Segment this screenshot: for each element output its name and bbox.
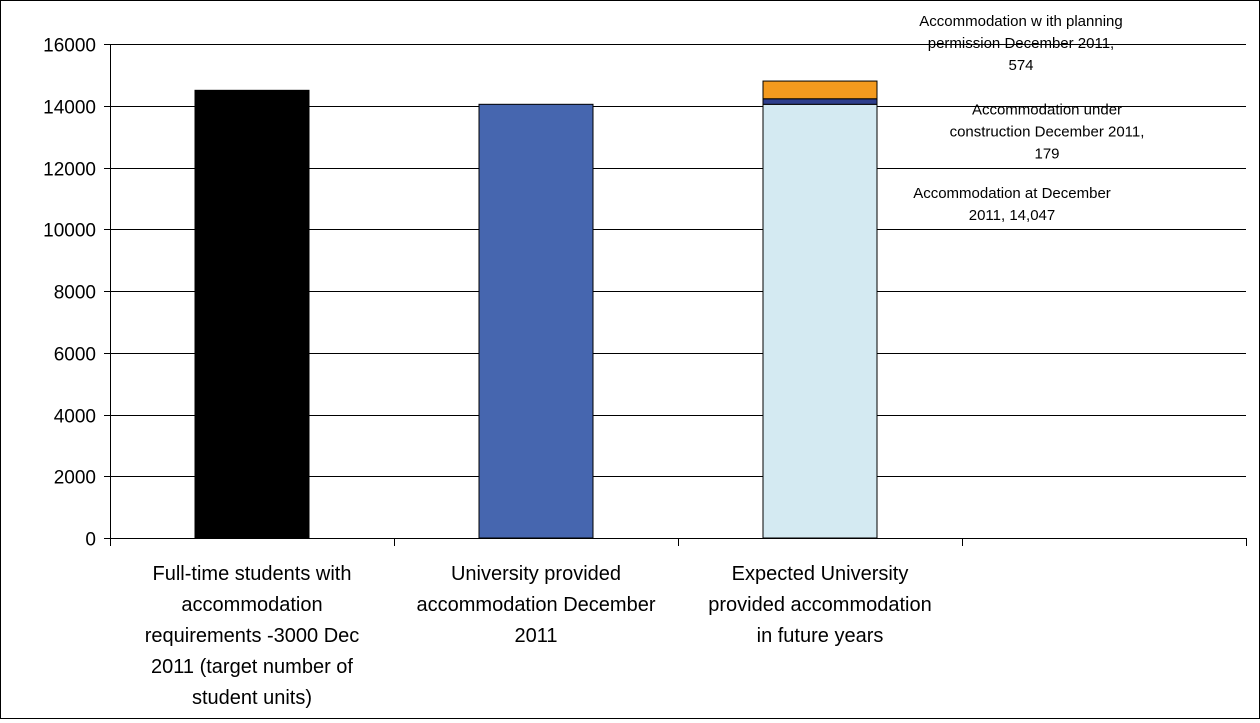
y-tick-label: 0: [85, 530, 96, 551]
bar-segment: [762, 103, 878, 539]
x-category-label: in future years: [757, 625, 884, 647]
x-category-label: accommodation December: [417, 594, 656, 616]
x-category-label: 2011 (target number of: [151, 656, 353, 678]
y-tick-label: 14000: [43, 98, 96, 119]
x-category-label: requirements -3000 Dec: [145, 625, 360, 647]
y-tick-label: 6000: [54, 345, 96, 366]
data-annotation: 574: [1008, 57, 1033, 74]
data-annotation: permission December 2011,: [928, 35, 1114, 52]
x-category-label: University provided: [451, 563, 621, 585]
data-annotation: Accommodation at December: [913, 185, 1111, 202]
y-tick-label: 2000: [54, 468, 96, 489]
data-annotation: 179: [1034, 146, 1059, 163]
data-annotation: construction December 2011,: [950, 124, 1145, 141]
bar-segment: [194, 89, 310, 539]
x-category-label: accommodation: [181, 594, 322, 616]
data-annotation: Accommodation under: [972, 102, 1122, 119]
y-tick-label: 12000: [43, 160, 96, 181]
bar-segment: [762, 80, 878, 100]
x-category-label: Full-time students with: [153, 563, 352, 585]
y-tick-label: 4000: [54, 407, 96, 428]
y-tick-label: 8000: [54, 283, 96, 304]
x-category-label: provided accommodation: [708, 594, 931, 616]
data-annotation: 2011, 14,047: [969, 207, 1055, 224]
y-tick-label: 16000: [43, 36, 96, 57]
bar-segment: [762, 98, 878, 105]
data-annotation: Accommodation w ith planning: [919, 13, 1122, 30]
y-tick-label: 10000: [43, 221, 96, 242]
x-category-label: Expected University: [732, 563, 909, 585]
x-category-label: student units): [192, 687, 312, 709]
bar-segment: [478, 103, 594, 539]
x-category-label: 2011: [514, 625, 557, 647]
